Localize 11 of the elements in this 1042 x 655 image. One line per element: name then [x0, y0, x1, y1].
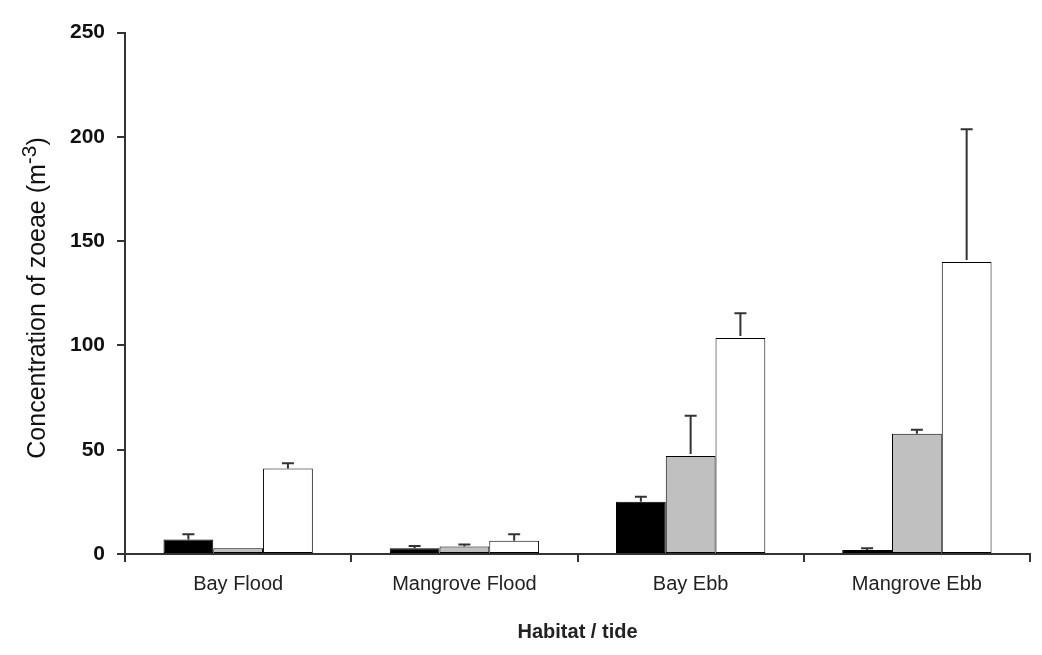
- y-tick-label: 150: [69, 227, 106, 251]
- x-tick-label: Bay Ebb: [652, 571, 729, 594]
- y-tick-label: 200: [69, 123, 106, 147]
- y-tick-label: 100: [69, 332, 106, 356]
- y-tick-label: 0: [93, 540, 106, 564]
- y-tick-label: 250: [69, 19, 106, 43]
- y-tick-label: 50: [81, 436, 106, 460]
- x-tick-label: Mangrove Flood: [392, 571, 537, 594]
- x-axis-title: Habitat / tide: [517, 619, 638, 642]
- x-tick-label: Bay Flood: [193, 571, 284, 594]
- x-tick-label: Mangrove Ebb: [851, 571, 982, 594]
